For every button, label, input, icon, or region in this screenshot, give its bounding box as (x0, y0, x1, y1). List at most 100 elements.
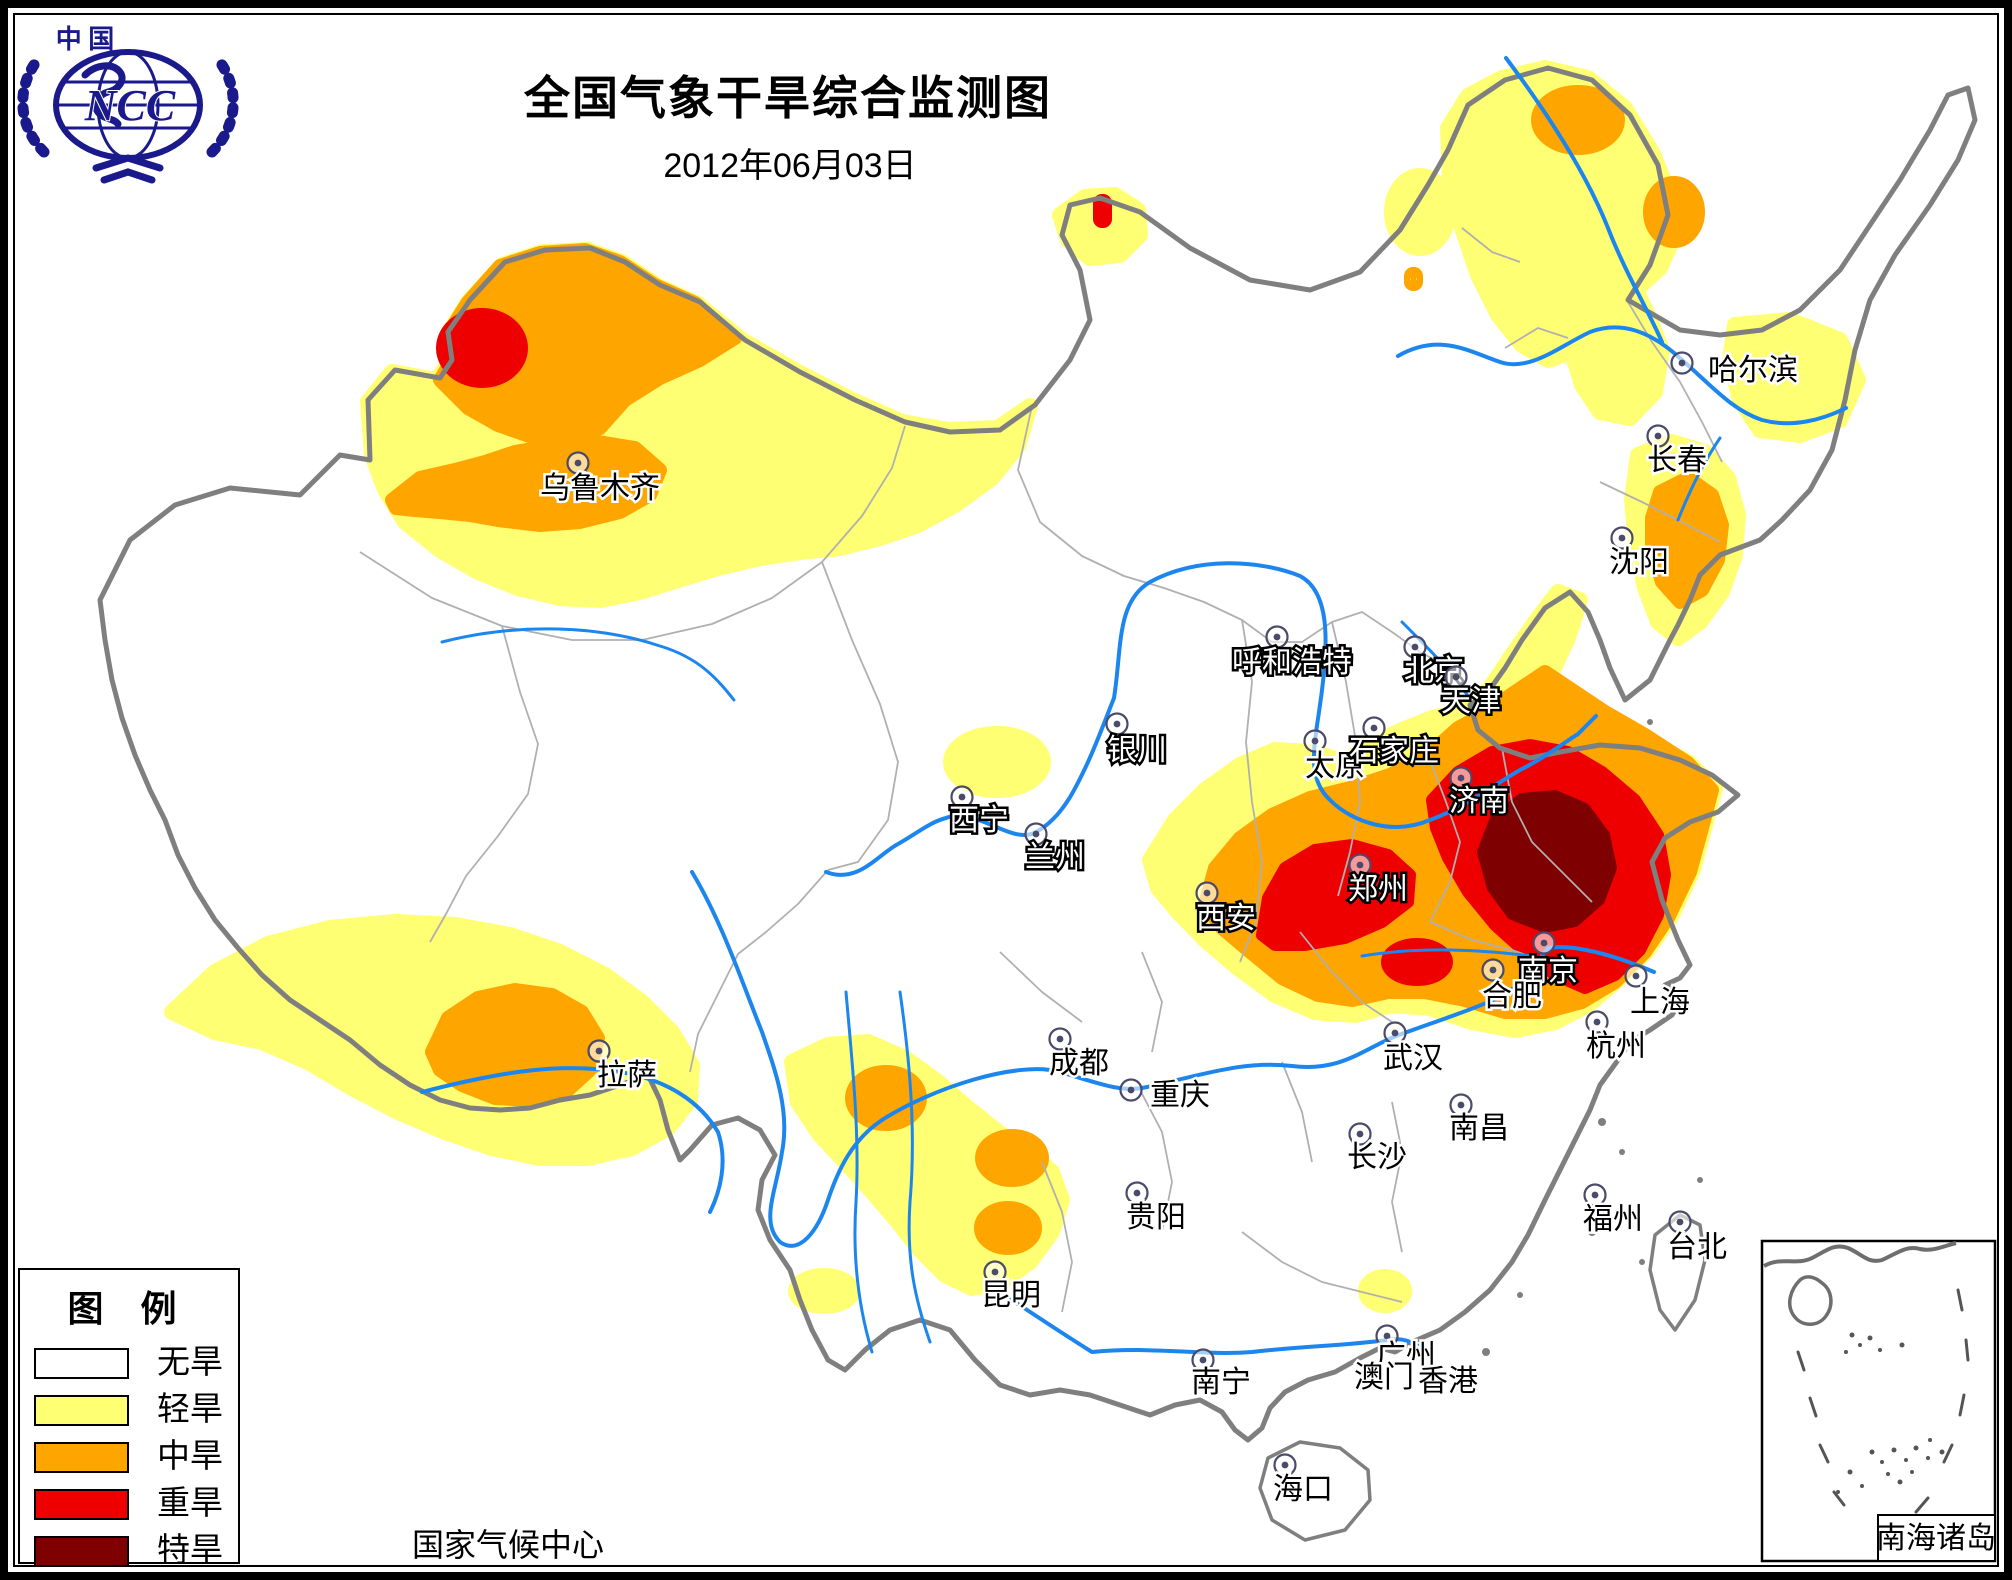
city-label: 广州 (1376, 1340, 1436, 1373)
city-label: 西安 (1196, 902, 1256, 935)
coastal-islands (1482, 719, 1703, 1356)
city-label: 重庆 (1150, 1079, 1210, 1112)
city-marker (983, 1260, 1007, 1284)
legend-label: 中旱 (157, 1439, 223, 1475)
city-label: 呼和浩特 (1232, 646, 1352, 679)
city-marker (1624, 964, 1648, 988)
national-border (97, 65, 1978, 1443)
city-marker (1481, 958, 1505, 982)
city-marker (1610, 526, 1634, 550)
city-label: 台北 (1667, 1231, 1727, 1264)
inset-label: 南海诸岛 (1876, 1522, 1996, 1555)
logo-country-label: 中 国 (56, 25, 115, 54)
city-label: 济南 (1449, 785, 1509, 818)
lancang-river (844, 990, 874, 1354)
city-marker (1048, 1027, 1072, 1051)
city-label: 昆明 (981, 1279, 1041, 1312)
city-label: 海口 (1273, 1473, 1333, 1506)
legend-box: 图 例 无旱 轻旱 中旱 重旱 特旱 (18, 1268, 240, 1568)
city-label: 银川 (1107, 734, 1167, 767)
tarim-river (440, 627, 736, 702)
city-marker (587, 1039, 611, 1063)
city-marker (1646, 424, 1670, 448)
drought-extreme-areas (1477, 790, 1617, 933)
songhua-river (1396, 56, 1848, 426)
city-label: 长沙 (1347, 1141, 1407, 1174)
legend-item: 轻旱 (20, 1387, 238, 1434)
city-marker (1449, 766, 1473, 790)
huai-river (1360, 948, 1534, 958)
inset-boundary-dashes (1796, 1288, 1970, 1514)
city-label: 南昌 (1449, 1112, 1509, 1145)
city-label: 杭州 (1586, 1030, 1646, 1063)
city-marker (1583, 1183, 1607, 1207)
city-marker (1348, 853, 1372, 877)
map-date: 2012年06月03日 (663, 147, 917, 185)
city-label: 贵阳 (1126, 1201, 1186, 1234)
city-marker (1348, 1122, 1372, 1146)
inset-coastline (1763, 1241, 1957, 1268)
province-boundaries (359, 227, 1723, 1313)
city-marker (1532, 931, 1556, 955)
yellow-river (824, 561, 1598, 877)
yarlung-river (420, 1066, 725, 1214)
city-label: 太原 (1305, 750, 1365, 783)
city-marker (1191, 1348, 1215, 1372)
logo-acronym: NCC (84, 81, 176, 130)
legend-swatch (34, 1348, 129, 1379)
legend-swatch (34, 1442, 129, 1473)
city-marker (1024, 822, 1048, 846)
city-label: 南京 (1518, 955, 1578, 988)
legend-label: 特旱 (157, 1533, 223, 1569)
inset-hainan (1788, 1275, 1833, 1326)
city-label: 天津 (1441, 685, 1501, 718)
city-marker (1195, 881, 1219, 905)
city-marker (1119, 1078, 1143, 1102)
city-label: 武汉 (1383, 1042, 1443, 1075)
city-label: 福州 (1583, 1203, 1643, 1236)
city-marker (1273, 1453, 1297, 1477)
page-title: 全国气象干旱综合监测图 (524, 72, 1052, 124)
legend-rows: 无旱 轻旱 中旱 重旱 特旱 (20, 1340, 238, 1575)
logo-wreath-right (206, 56, 239, 158)
logo-dragon-motif (81, 62, 126, 128)
nujiang-river (898, 990, 932, 1344)
city-marker (1449, 1093, 1473, 1117)
yangtze-river (690, 870, 1656, 1248)
city-marker (1362, 716, 1386, 740)
city-marker (1383, 1021, 1407, 1045)
city-label: 成都 (1049, 1047, 1109, 1080)
city-label: 沈阳 (1609, 546, 1669, 579)
city-label: 兰州 (1025, 841, 1085, 874)
legend-swatch (34, 1395, 129, 1426)
legend-title: 图 例 (67, 1289, 191, 1329)
legend-label: 无旱 (157, 1345, 223, 1381)
city-marker (1668, 1210, 1692, 1234)
city-label: 上海 (1630, 986, 1690, 1019)
city-marker (1105, 712, 1129, 736)
city-marker (1265, 625, 1289, 649)
city-label: 石家庄 (1349, 735, 1439, 768)
city-label: 南宁 (1191, 1366, 1251, 1399)
legend-item: 无旱 (20, 1340, 238, 1387)
city-label: 拉萨 (597, 1059, 657, 1092)
hai-river (1400, 620, 1470, 698)
city-marker (1303, 729, 1327, 753)
city-marker (1670, 351, 1694, 375)
city-marker (1375, 1324, 1399, 1348)
city-label: 哈尔滨 (1708, 354, 1798, 387)
city-label: 澳门 (1354, 1361, 1414, 1394)
city-label: 香港 (1418, 1365, 1478, 1398)
legend-swatch (34, 1536, 129, 1567)
city-label: 合肥 (1482, 980, 1542, 1013)
liao-river (1676, 436, 1722, 522)
south-china-sea-inset: 南海诸岛 (1760, 1239, 1997, 1563)
city-label: 长春 (1647, 444, 1707, 477)
city-marker (566, 451, 590, 475)
inset-label-box (1877, 1514, 1996, 1562)
city-marker (1403, 635, 1427, 659)
city-marker (950, 785, 974, 809)
